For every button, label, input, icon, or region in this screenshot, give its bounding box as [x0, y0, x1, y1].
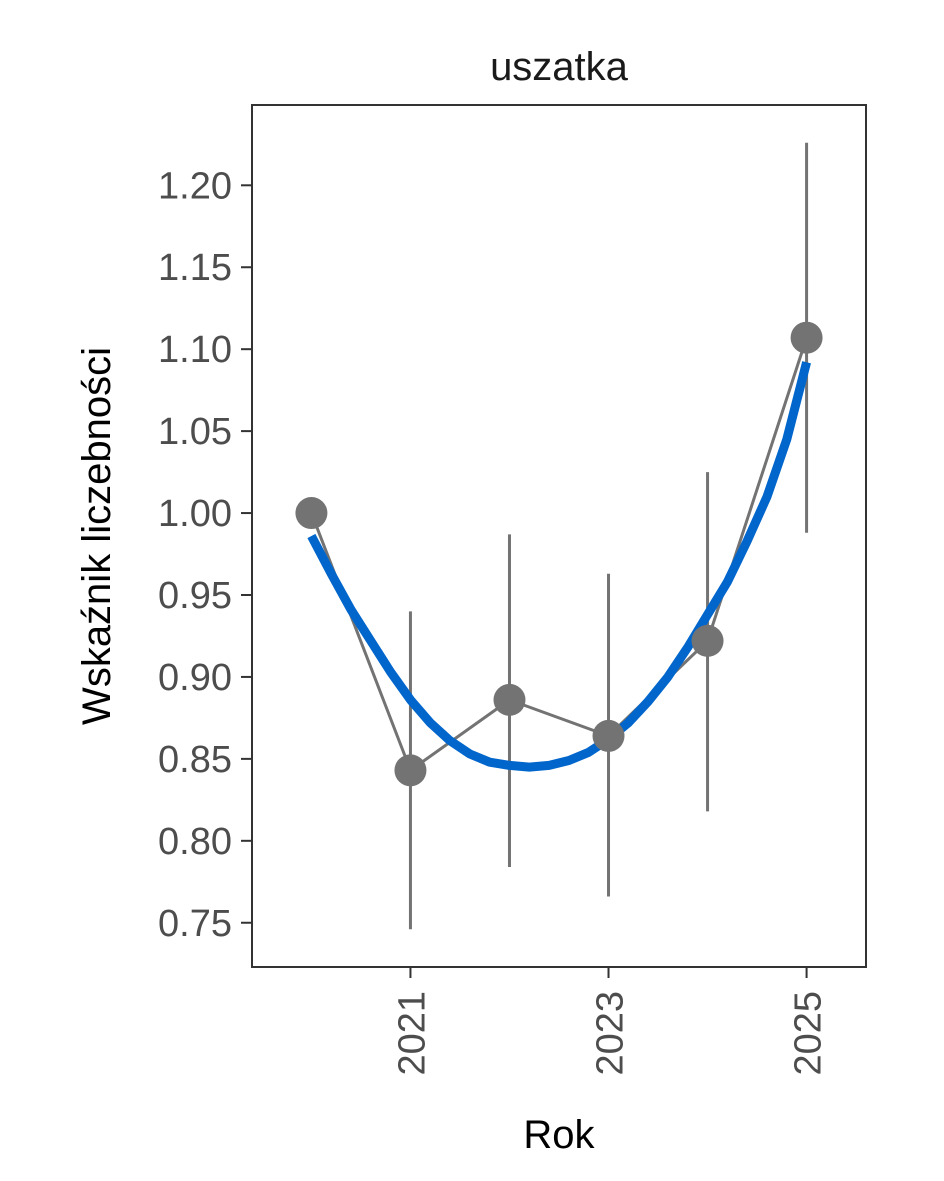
points: [295, 321, 823, 787]
x-tick-label: 2025: [788, 991, 830, 1076]
y-tick-label: 0.95: [158, 575, 232, 617]
plot-panel: [251, 104, 867, 968]
plot-area: [251, 104, 867, 968]
x-tick-label: 2023: [590, 991, 632, 1076]
series-lines: [307, 337, 811, 773]
x-axis-title: Rok: [523, 1113, 595, 1157]
data-point: [790, 321, 823, 354]
data-point: [295, 497, 328, 530]
chart-title: uszatka: [490, 45, 629, 89]
trend-line: [307, 361, 811, 772]
y-tick-label: 1.10: [158, 329, 232, 371]
y-tick-label: 0.75: [158, 903, 232, 945]
y-tick-label: 0.85: [158, 739, 232, 781]
data-point: [691, 624, 724, 657]
y-axis-title: Wskaźnik liczebności: [75, 347, 119, 725]
y-axis: 0.75 0.80 0.85 0.90 0.95 1.00 1.05 1.10 1.15 1.20: [158, 165, 252, 945]
data-point: [493, 683, 526, 716]
data-point: [394, 754, 427, 787]
y-tick-label: 0.80: [158, 821, 232, 863]
y-tick-label: 1.00: [158, 493, 232, 535]
y-tick-label: 1.20: [158, 165, 232, 207]
data-point: [592, 719, 625, 752]
y-tick-label: 0.90: [158, 657, 232, 699]
x-axis: 2021 2023 2025: [391, 967, 830, 1076]
y-tick-label: 1.05: [158, 411, 232, 453]
y-tick-label: 1.15: [158, 247, 232, 289]
x-tick-label: 2021: [391, 991, 433, 1076]
